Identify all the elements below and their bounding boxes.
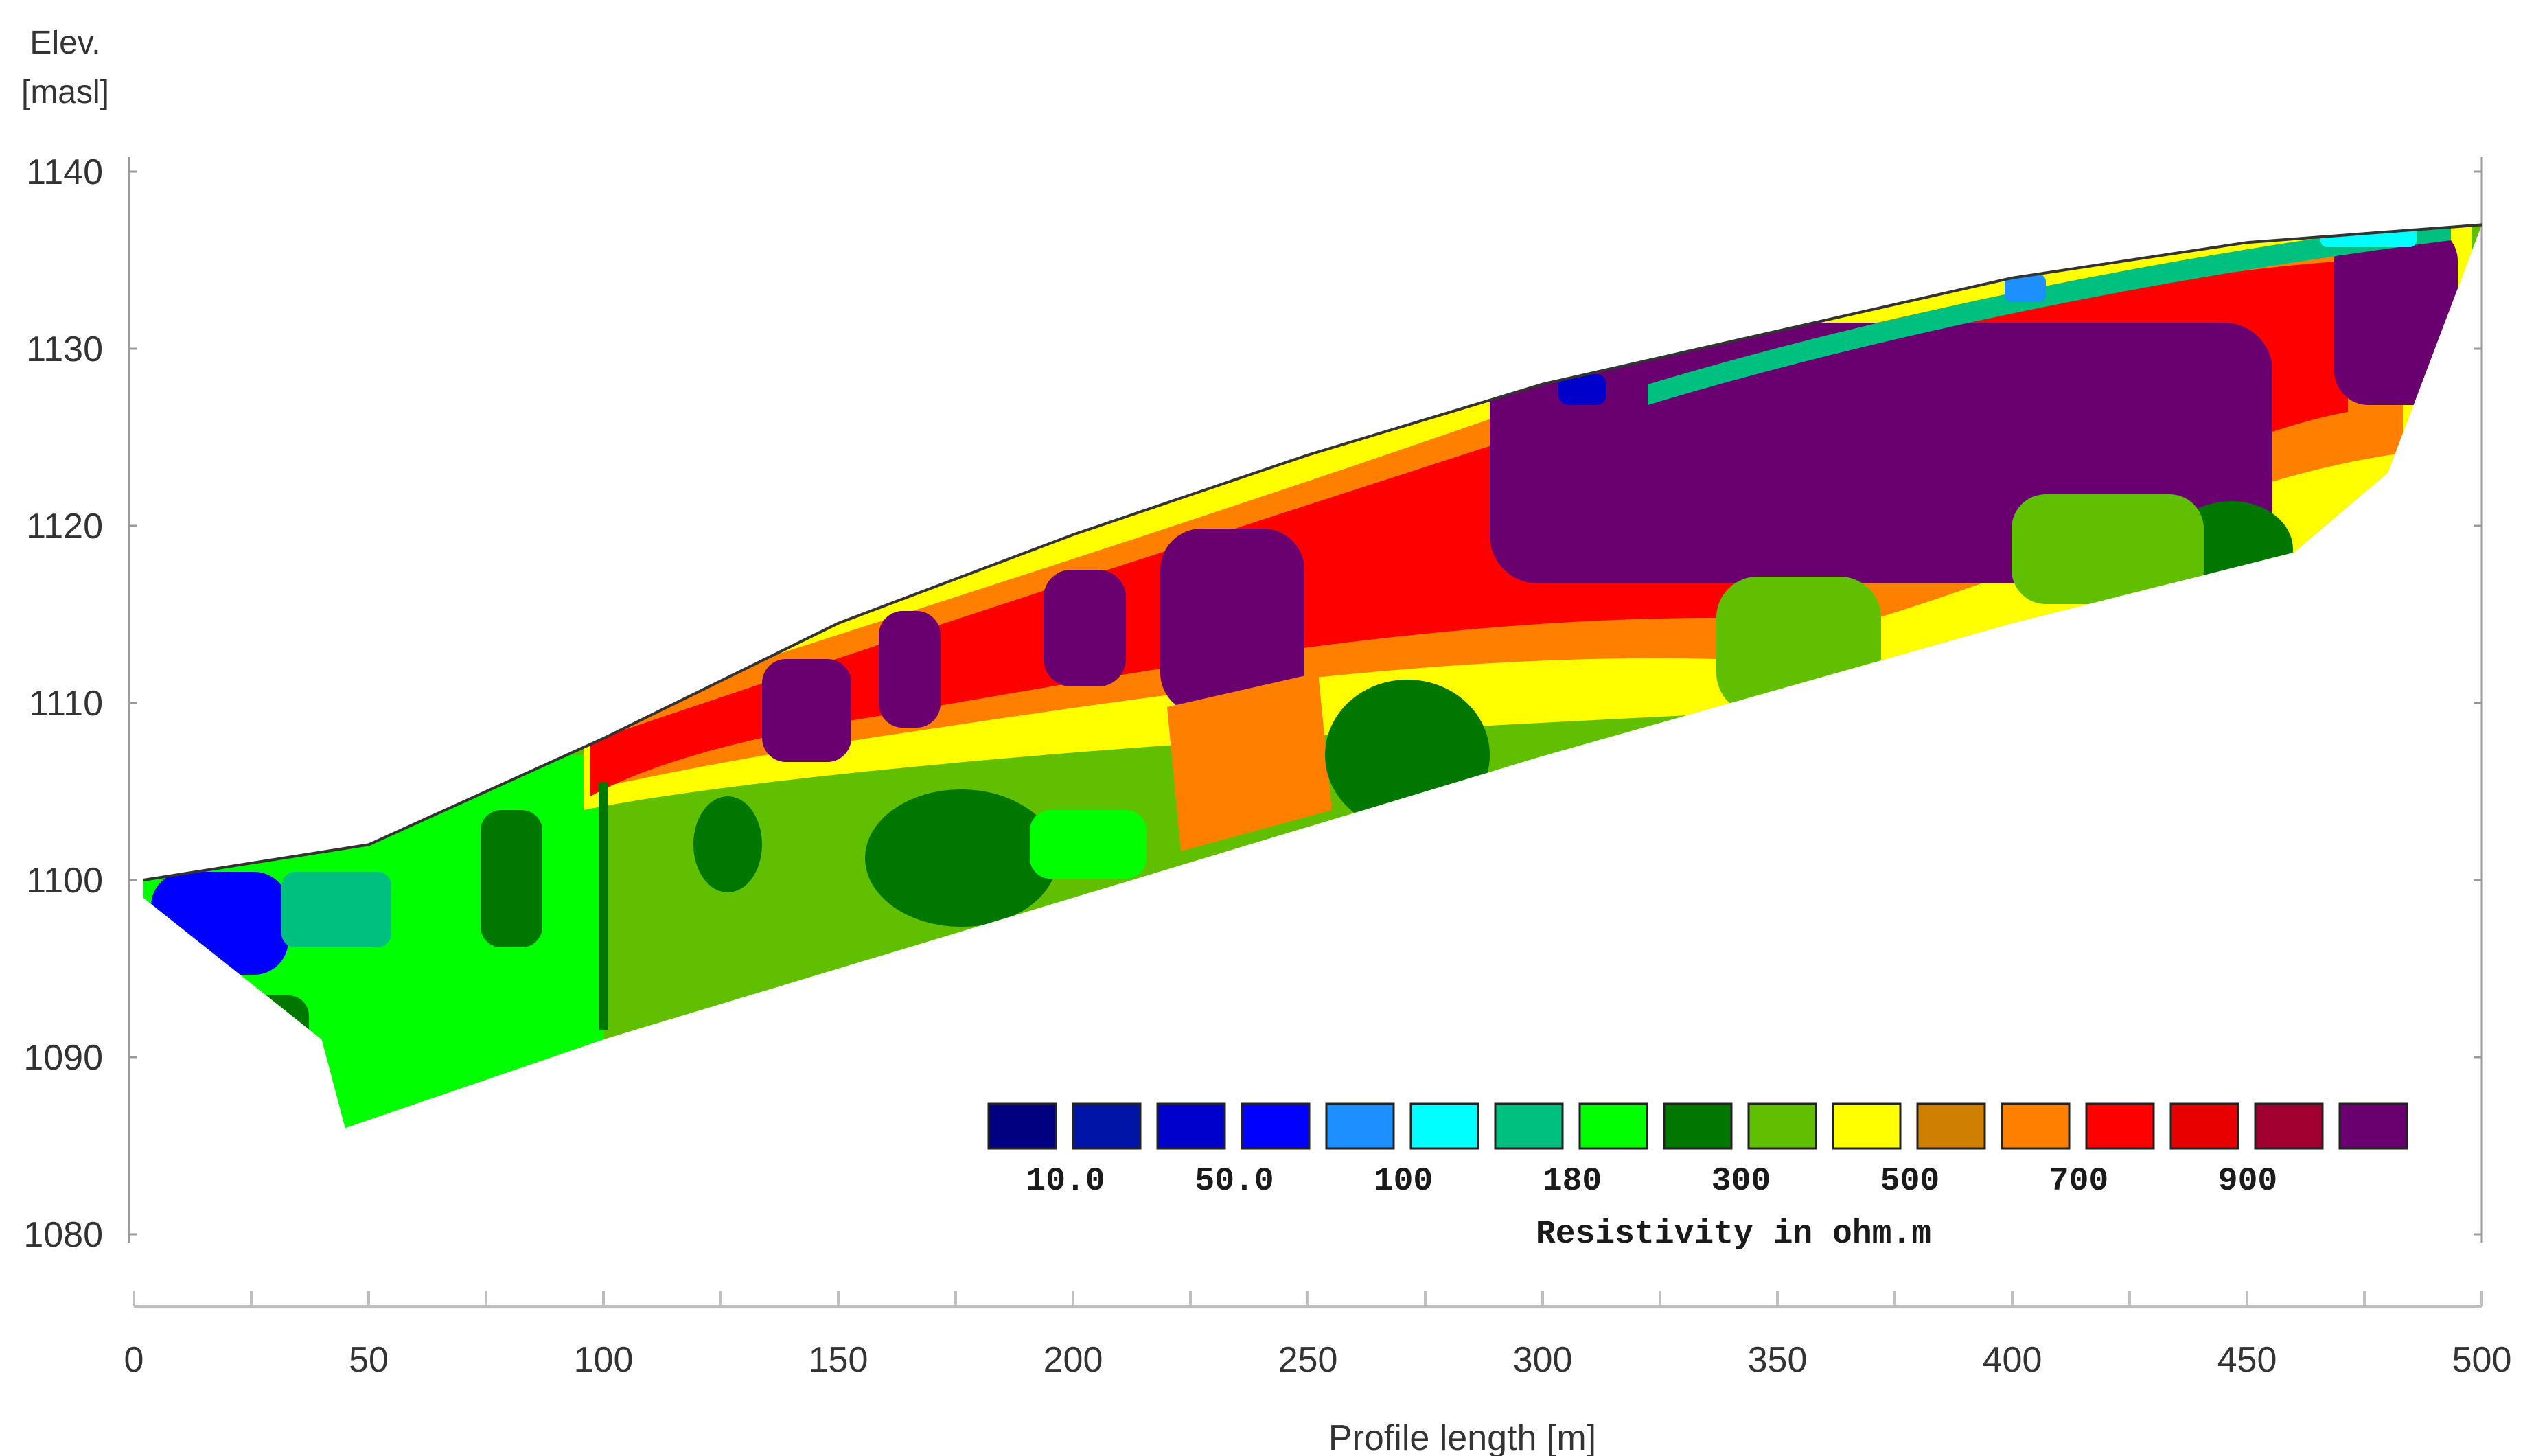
legend-swatch <box>2338 1102 2408 1150</box>
legend-swatch <box>1494 1102 1564 1150</box>
legend-swatch <box>2169 1102 2239 1150</box>
x-tick-label: 50 <box>349 1340 389 1380</box>
legend-swatch <box>1832 1102 1902 1150</box>
legend-swatch <box>2254 1102 2324 1150</box>
legend-swatch <box>2001 1102 2071 1150</box>
x-tick-label: 200 <box>1044 1340 1103 1380</box>
y-tick-label: 1080 <box>23 1215 103 1255</box>
legend-label: 900 <box>2218 1163 2277 1200</box>
legend-swatch <box>1663 1102 1733 1150</box>
anomaly-dark-green-4 <box>693 796 762 892</box>
legend-swatch <box>1409 1102 1479 1150</box>
x-tick-label: 350 <box>1748 1340 1808 1380</box>
y-axis-ticks: 1080 1090 1100 1110 1120 1130 1140 <box>23 152 2482 1255</box>
anomaly-dark-green-1 <box>865 789 1057 927</box>
anomaly-dark-green-2 <box>1325 680 1490 831</box>
y-tick-label: 1140 <box>26 152 103 192</box>
x-tick-label: 450 <box>2217 1340 2277 1380</box>
surface-topography-line <box>143 223 2482 881</box>
legend-swatch <box>1072 1102 1142 1150</box>
legend-label: 10.0 <box>1026 1163 1105 1200</box>
legend-label: 300 <box>1712 1163 1771 1200</box>
x-tick-label: 300 <box>1513 1340 1573 1380</box>
legend-swatch <box>1325 1102 1395 1150</box>
anomaly-dark-green-stripe <box>599 783 608 1030</box>
anomaly-teal-west <box>281 872 391 947</box>
anomaly-blue-surface <box>1558 374 1606 405</box>
y-tick-label: 1090 <box>23 1038 103 1078</box>
legend: 10.0 50.0 100 180 300 500 700 900 <box>987 1102 2408 1200</box>
legend-label: 500 <box>1880 1163 1939 1200</box>
x-axis-title: Profile length [m] <box>1328 1418 1596 1456</box>
x-tick-label: 100 <box>574 1340 634 1380</box>
anomaly-teal-surface <box>1648 224 2451 405</box>
anomaly-bright-green-1 <box>1030 810 1147 879</box>
legend-label: 50.0 <box>1195 1163 1274 1200</box>
y-tick-label: 1130 <box>26 330 103 369</box>
anomaly-green-column-2 <box>2012 494 2204 604</box>
resistivity-section <box>143 224 2482 1129</box>
legend-label: 700 <box>2049 1163 2108 1200</box>
x-tick-label: 250 <box>1278 1340 1338 1380</box>
y-tick-label: 1100 <box>26 861 103 901</box>
y-tick-label: 1120 <box>26 507 103 546</box>
anomaly-purple-center <box>1160 529 1304 714</box>
legend-swatch <box>2085 1102 2155 1150</box>
y-axis-label-elev: Elev. <box>30 25 100 61</box>
anomaly-purple-small-1 <box>1044 570 1126 686</box>
x-tick-label: 0 <box>124 1340 144 1380</box>
legend-label: 180 <box>1543 1163 1602 1200</box>
x-tick-label: 150 <box>809 1340 868 1380</box>
legend-swatch <box>987 1102 1057 1150</box>
legend-swatch <box>1156 1102 1226 1150</box>
y-tick-label: 1110 <box>29 684 103 724</box>
anomaly-purple-east <box>2334 227 2458 405</box>
y-axis-label-masl: [masl] <box>21 74 109 111</box>
anomaly-orange-column <box>1167 673 1332 851</box>
legend-swatch <box>1241 1102 1311 1150</box>
anomaly-purple-small-3 <box>762 659 851 762</box>
legend-title: Resistivity in ohm.m <box>1536 1216 1931 1253</box>
legend-swatch <box>1916 1102 1986 1150</box>
anomaly-blue-low-res <box>151 872 288 975</box>
anomaly-green-column-1 <box>1716 577 1881 714</box>
legend-swatch <box>1747 1102 1817 1150</box>
anomaly-dark-green-west <box>240 995 309 1071</box>
x-tick-label: 500 <box>2452 1340 2512 1380</box>
x-tick-label: 400 <box>1983 1340 2042 1380</box>
legend-label: 100 <box>1374 1163 1433 1200</box>
anomaly-purple-small-2 <box>879 611 941 728</box>
legend-swatch <box>1578 1102 1648 1150</box>
anomaly-azure-surface <box>2005 275 2046 302</box>
anomaly-dark-green-west-2 <box>481 810 542 947</box>
x-axis-ticks: 0 50 100 150 200 250 300 350 400 450 500 <box>124 1291 2512 1380</box>
